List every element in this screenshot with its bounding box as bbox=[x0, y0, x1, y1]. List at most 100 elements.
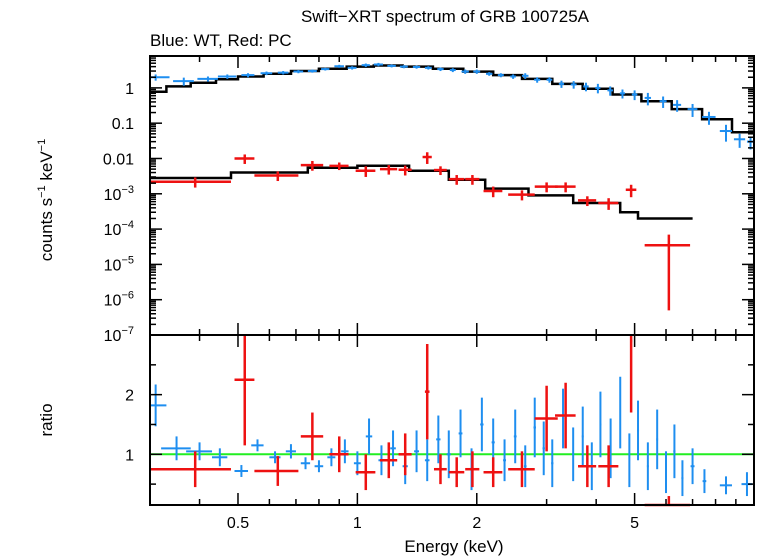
y-tick-mant-5: 10 bbox=[104, 257, 122, 274]
spectrum-pc-point-18 bbox=[625, 184, 637, 198]
ratio-wt-point-37 bbox=[619, 376, 622, 449]
y-tick-label-spectrum-1: 0.1 bbox=[112, 116, 134, 133]
ratio-wt-point-25 bbox=[503, 439, 507, 482]
spectrum-wt-point-8 bbox=[307, 69, 317, 73]
ratio-wt-point-11 bbox=[341, 439, 349, 464]
ratio-pc-point-11 bbox=[465, 451, 480, 488]
model-curves bbox=[150, 64, 754, 220]
spectrum-pc-point-17 bbox=[598, 198, 619, 210]
ratio-wt-point-44 bbox=[681, 460, 684, 497]
ratio-wt-point-33 bbox=[581, 406, 584, 467]
ratio-pc-point-18 bbox=[629, 335, 633, 413]
spectrum-wt-point-22 bbox=[485, 72, 493, 76]
ratio-pc-point-12 bbox=[483, 457, 503, 488]
ratio-panel: 12 bbox=[125, 334, 755, 507]
y-tick-exp-7: −7 bbox=[121, 325, 134, 337]
y-tick-label-ratio-2: 2 bbox=[125, 388, 134, 405]
spectrum-wt-point-32 bbox=[607, 86, 613, 96]
spectrum-wt-point-41 bbox=[733, 133, 746, 148]
spectrum-wt-point-13 bbox=[373, 62, 383, 67]
spectrum-wt-point-37 bbox=[673, 100, 682, 112]
ratio-ticks: 12 bbox=[125, 334, 755, 505]
ratio-wt-point-40 bbox=[646, 442, 649, 491]
spectrum-wt-point-6 bbox=[277, 71, 289, 75]
spectrum-data bbox=[150, 62, 754, 311]
ratio-wt-point-10 bbox=[327, 448, 336, 467]
x-axis-label: Energy (keV) bbox=[404, 537, 503, 556]
y-tick-label-spectrum-0: 1 bbox=[125, 81, 134, 98]
spectrum-wt-point-35 bbox=[644, 92, 652, 106]
spectrum-wt-point-27 bbox=[546, 77, 553, 83]
spectrum-wt-series bbox=[150, 62, 754, 150]
spectrum-pc-point-4 bbox=[329, 162, 349, 171]
spectrum-pc-point-0 bbox=[150, 177, 231, 188]
spectrum-pc-point-15 bbox=[555, 182, 576, 193]
ratio-wt-point-4 bbox=[234, 465, 249, 477]
ratio-wt-point-17 bbox=[414, 430, 419, 473]
ratio-pc-point-2 bbox=[254, 456, 299, 486]
ratio-wt-point-42 bbox=[665, 451, 668, 494]
spectrum-wt-point-29 bbox=[570, 81, 577, 89]
ratio-wt-point-46 bbox=[702, 469, 707, 494]
ratio-pc-point-16 bbox=[578, 445, 597, 488]
spectrum-pc-point-7 bbox=[398, 165, 412, 176]
ratio-wt-point-5 bbox=[251, 439, 264, 452]
ratio-wt-series bbox=[150, 376, 753, 497]
ratio-wt-point-23 bbox=[480, 397, 484, 452]
ratio-wt-point-43 bbox=[673, 424, 676, 479]
y-tick-mant-6: 10 bbox=[104, 293, 122, 310]
ratio-pc-point-19 bbox=[644, 496, 691, 507]
y-tick-mant-3: 10 bbox=[104, 187, 122, 204]
ratio-pc-point-9 bbox=[433, 454, 447, 485]
ylabel-exp1: −1 bbox=[36, 185, 48, 198]
spectrum-wt-point-17 bbox=[424, 66, 432, 70]
ratio-wt-point-2 bbox=[186, 442, 213, 461]
spectrum-wt-point-3 bbox=[217, 74, 237, 79]
spectrum-wt-point-12 bbox=[361, 63, 370, 68]
spectrum-wt-point-39 bbox=[702, 111, 716, 125]
ratio-pc-series bbox=[150, 335, 691, 507]
y-tick-exp-5: −5 bbox=[121, 254, 134, 266]
spectrum-wt-point-28 bbox=[558, 80, 565, 88]
ratio-wt-point-30 bbox=[551, 439, 554, 488]
x-tick-labels: 0.5 1 2 5 bbox=[227, 515, 639, 532]
spectrum-wt-point-11 bbox=[347, 66, 357, 70]
spectrum-pc-point-1 bbox=[234, 154, 255, 164]
spectrum-pc-point-5 bbox=[355, 166, 376, 177]
ratio-pc-point-6 bbox=[379, 442, 398, 479]
ratio-wt-point-28 bbox=[533, 397, 536, 458]
wt_model-curve bbox=[150, 64, 754, 134]
spectrum-pc-point-6 bbox=[379, 165, 398, 175]
y-tick-mant-4: 10 bbox=[104, 222, 122, 239]
ratio-wt-point-8 bbox=[300, 457, 311, 470]
ratio-wt-point-47 bbox=[719, 476, 732, 495]
ratio-pc-point-0 bbox=[150, 451, 231, 488]
x-tick-label-5: 5 bbox=[630, 515, 639, 532]
ratio-wt-point-7 bbox=[285, 444, 296, 459]
spectrum-pc-series bbox=[150, 152, 691, 311]
ratio-pc-point-7 bbox=[398, 433, 412, 476]
ratio-wt-point-1 bbox=[161, 436, 191, 461]
y-tick-mant-0: 1 bbox=[125, 81, 134, 98]
ratio-wt-point-45 bbox=[690, 448, 695, 485]
spectrum-wt-point-24 bbox=[510, 74, 516, 79]
spectrum-pc-point-9 bbox=[433, 166, 447, 176]
ratio-wt-point-35 bbox=[599, 391, 602, 458]
y-tick-label-spectrum-7: 10−7 bbox=[104, 325, 134, 345]
spectrum-pc-point-14 bbox=[534, 182, 558, 193]
ratio-wt-point-20 bbox=[446, 430, 451, 479]
ratio-wt-point-29 bbox=[542, 421, 545, 476]
ratio-panel-frame bbox=[149, 334, 755, 506]
y-tick-exp-6: −6 bbox=[121, 290, 134, 302]
spectrum-wt-point-20 bbox=[461, 69, 469, 74]
ratio-wt-point-21 bbox=[458, 409, 463, 458]
spectrum-wt-point-33 bbox=[619, 89, 626, 99]
y-tick-mant-7: 10 bbox=[104, 328, 122, 345]
spectrum-wt-point-26 bbox=[534, 77, 541, 83]
spectrum-wt-point-31 bbox=[595, 83, 601, 94]
spectrum-pc-point-16 bbox=[578, 196, 597, 207]
ylabel-kev: keV bbox=[37, 151, 56, 186]
ratio-data bbox=[150, 335, 753, 507]
ratio-wt-point-31 bbox=[561, 388, 565, 449]
ratio-wt-point-13 bbox=[365, 418, 373, 455]
